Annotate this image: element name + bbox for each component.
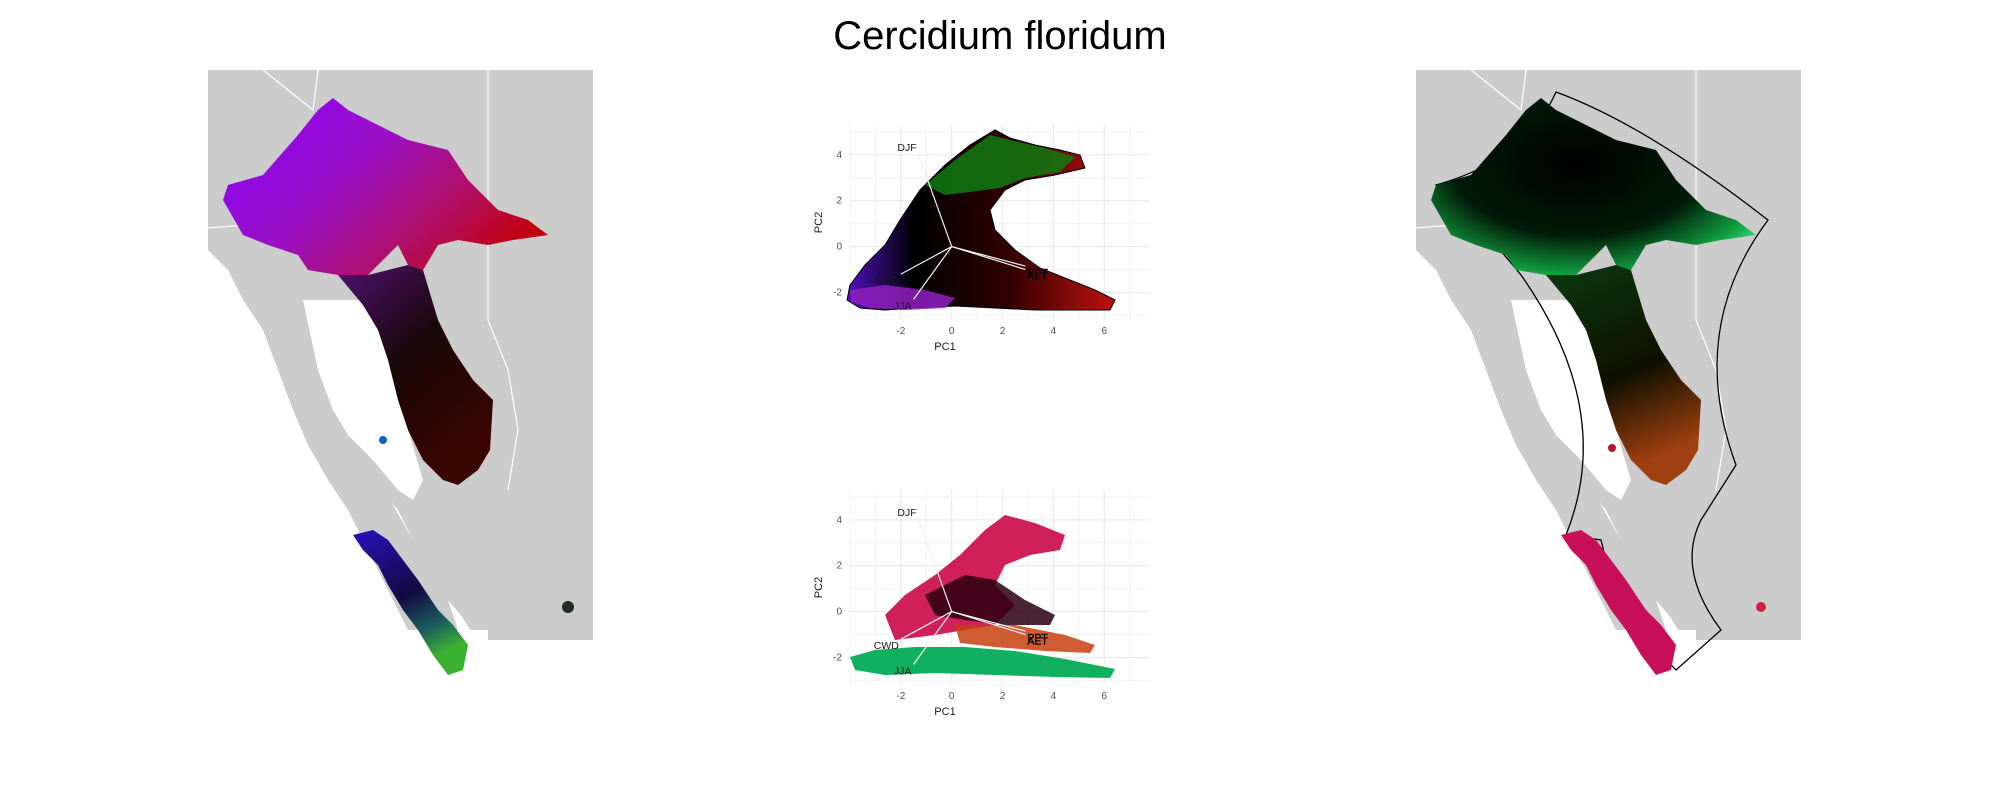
y-tick-label: 0 bbox=[836, 242, 842, 253]
vector-label: PPT bbox=[1027, 632, 1048, 644]
y-axis-title: PC2 bbox=[813, 577, 825, 598]
y-tick-label: 4 bbox=[836, 150, 842, 161]
x-tick-label: 0 bbox=[949, 691, 955, 702]
range-stem bbox=[338, 265, 493, 485]
left-map bbox=[207, 69, 593, 675]
figure-title: Cercidium floridum bbox=[833, 14, 1167, 58]
range-stem bbox=[1546, 265, 1701, 485]
loading-vector bbox=[918, 154, 953, 247]
vector-label: PPT bbox=[1027, 267, 1048, 279]
range-north bbox=[223, 98, 548, 285]
loading-vector bbox=[918, 519, 953, 612]
loading-vector bbox=[913, 611, 953, 665]
range-islet-2 bbox=[1756, 602, 1766, 612]
y-tick-label: -2 bbox=[833, 652, 842, 663]
loading-vector bbox=[900, 246, 952, 275]
range-baja bbox=[353, 530, 468, 675]
axes: -2 0 2 4 6 -2 0 2 4 PC1 PC2 bbox=[813, 150, 1107, 353]
vector-label: DJF bbox=[897, 507, 916, 519]
x-tick-label: 2 bbox=[1000, 691, 1006, 702]
y-tick-label: 4 bbox=[836, 515, 842, 526]
x-tick-label: 4 bbox=[1051, 326, 1057, 337]
x-tick-label: -2 bbox=[896, 691, 905, 702]
x-axis-title: PC1 bbox=[934, 706, 955, 718]
vector-label: DJF bbox=[897, 142, 916, 154]
loading-vector bbox=[900, 611, 952, 640]
x-tick-label: 2 bbox=[1000, 326, 1006, 337]
point-cloud bbox=[846, 129, 1116, 311]
y-axis-title: PC2 bbox=[813, 212, 825, 233]
point-cloud-orange bbox=[955, 625, 1095, 653]
point-cloud-green bbox=[850, 647, 1115, 678]
vector-label: JJA bbox=[894, 665, 912, 677]
range-islet-1 bbox=[379, 436, 387, 444]
range-baja bbox=[1561, 530, 1676, 675]
range-islet-1 bbox=[1608, 444, 1616, 452]
y-tick-label: 2 bbox=[836, 196, 842, 207]
point-cloud-purple bbox=[850, 285, 955, 310]
y-tick-label: 2 bbox=[836, 561, 842, 572]
loading-vector bbox=[951, 611, 1026, 632]
vector-label: AET bbox=[1027, 271, 1048, 283]
x-tick-label: 4 bbox=[1051, 691, 1057, 702]
right-map bbox=[1415, 69, 1801, 675]
loading-vector bbox=[913, 246, 953, 300]
x-tick-label: 6 bbox=[1101, 326, 1107, 337]
point-cloud-green bbox=[925, 135, 1075, 195]
vector-label: CWD bbox=[874, 275, 899, 287]
x-tick-label: 6 bbox=[1101, 691, 1107, 702]
range-north bbox=[1431, 98, 1756, 285]
x-tick-label: -2 bbox=[896, 326, 905, 337]
x-axis-title: PC1 bbox=[934, 341, 955, 353]
range-islet-2 bbox=[562, 601, 574, 613]
loading-vector bbox=[951, 246, 1026, 267]
x-tick-label: 0 bbox=[949, 326, 955, 337]
vector-label: CWD bbox=[874, 640, 899, 652]
axes: -2 0 2 4 6 -2 0 2 4 PC1 PC2 bbox=[813, 515, 1107, 718]
hull-outline bbox=[1434, 91, 1769, 671]
y-tick-label: 0 bbox=[836, 607, 842, 618]
vector-label: JJA bbox=[894, 300, 912, 312]
y-tick-label: -2 bbox=[833, 287, 842, 298]
point-cloud-dark bbox=[925, 575, 1055, 625]
vector-label: AET bbox=[1027, 636, 1048, 648]
